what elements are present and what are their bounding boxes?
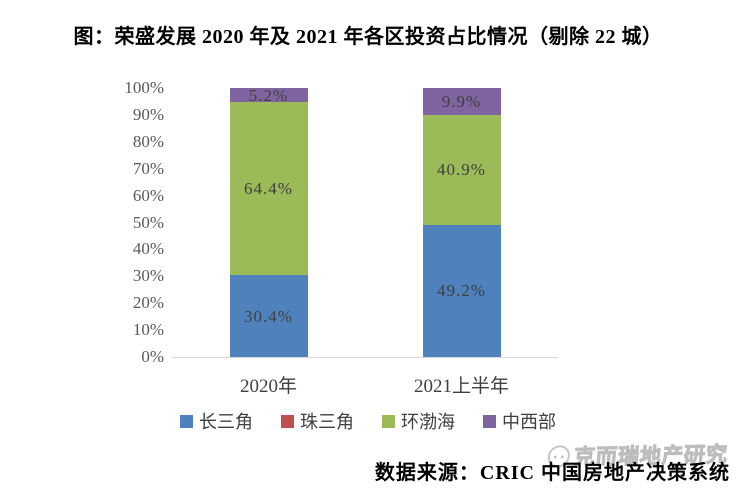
legend-item-中西部: 中西部 xyxy=(483,408,556,434)
x-axis-category-label: 2021上半年 xyxy=(413,376,509,397)
legend-label: 长三角 xyxy=(199,412,253,432)
y-axis-tick-label: 30% xyxy=(132,266,164,286)
legend-item-长三角: 长三角 xyxy=(180,408,253,434)
y-axis-tick-label: 90% xyxy=(132,104,164,124)
y-axis-tick-label: 60% xyxy=(132,185,164,205)
legend-item-珠三角: 珠三角 xyxy=(281,408,354,434)
bar-segment-label: 30.4% xyxy=(244,306,293,326)
y-axis-tick-label: 0% xyxy=(141,347,164,366)
y-axis-tick-label: 100% xyxy=(124,78,164,97)
y-axis-tick-label: 20% xyxy=(132,293,164,313)
y-axis-tick-label: 80% xyxy=(132,131,164,151)
legend-swatch-icon xyxy=(180,414,193,428)
bar-segment-长三角: 30.4% xyxy=(229,275,308,357)
bar-segment-label: 9.9% xyxy=(441,91,482,111)
chart-legend: 长三角 珠三角 环渤海 中西部 xyxy=(0,408,736,434)
chart-title: 图：荣盛发展 2020 年及 2021 年各区投资占比情况（剔除 22 城） xyxy=(73,26,663,48)
legend-swatch-icon xyxy=(483,414,496,428)
legend-swatch-icon xyxy=(382,414,395,428)
y-axis-tick-label: 70% xyxy=(132,158,164,178)
bar-segment-中西部: 5.2% xyxy=(229,85,308,105)
x-axis-category-label: 2020年 xyxy=(239,376,297,397)
legend-label: 中西部 xyxy=(502,412,556,432)
bar-segment-环渤海: 64.4% xyxy=(229,101,308,276)
bar-segment-label: 49.2% xyxy=(437,281,486,301)
legend-item-环渤海: 环渤海 xyxy=(382,408,455,434)
bar-segment-环渤海: 40.9% xyxy=(422,114,501,225)
bar-segment-长三角: 49.2% xyxy=(422,224,501,357)
y-axis-tick-label: 50% xyxy=(132,212,164,232)
legend-label: 环渤海 xyxy=(401,412,455,432)
bar-segment-label: 5.2% xyxy=(248,85,289,105)
x-axis-line xyxy=(172,357,558,358)
y-axis-tick-label: 10% xyxy=(132,320,164,340)
legend-swatch-icon xyxy=(281,414,294,428)
bar-segment-label: 64.4% xyxy=(244,179,293,199)
bar-segment-中西部: 9.9% xyxy=(422,88,501,115)
y-axis-tick-label: 40% xyxy=(132,239,164,259)
bar-segment-label: 40.9% xyxy=(437,160,486,180)
legend-label: 珠三角 xyxy=(300,412,354,432)
data-source: 数据来源：CRIC 中国房地产决策系统 xyxy=(374,462,730,484)
